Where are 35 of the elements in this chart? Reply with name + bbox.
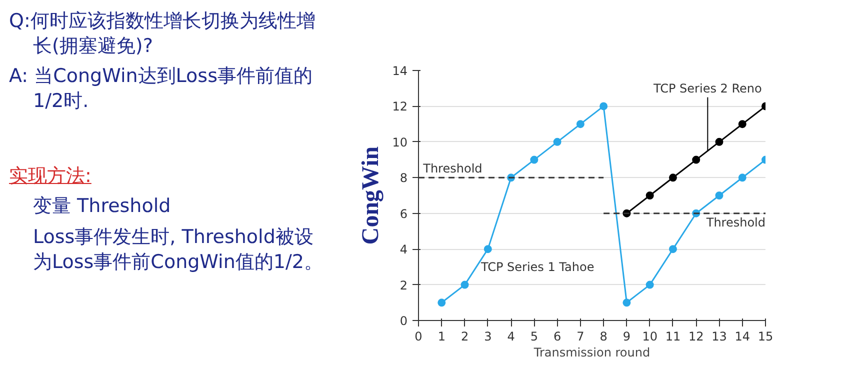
- x-tick-label: 11: [665, 330, 681, 344]
- x-tick-label: 12: [688, 330, 704, 344]
- y-tick-label: 4: [400, 242, 408, 257]
- x-tick-label: 1: [438, 330, 446, 344]
- x-tick-label: 10: [642, 330, 658, 344]
- x-tick-label: 13: [712, 330, 727, 344]
- series-label: Threshold: [705, 215, 766, 230]
- x-tick-label: 9: [622, 330, 631, 344]
- y-tick-label: 6: [400, 206, 408, 221]
- x-tick-label: 15: [758, 330, 774, 344]
- x-tick-label: 2: [460, 330, 469, 344]
- text: 实现方法:: [9, 164, 92, 188]
- series-label: TCP Series 1 Tahoe: [480, 260, 594, 274]
- text: Q:何时应该指数性增长切换为线性增长(拥塞避免)?: [9, 9, 316, 58]
- y-tick-label: 2: [400, 278, 408, 292]
- x-axis-title: Transmission round: [532, 346, 650, 360]
- x-tick-label: 3: [484, 330, 492, 344]
- x-tick-label: 0: [414, 330, 422, 344]
- x-tick-label: 5: [530, 330, 538, 344]
- y-tick-label: 8: [400, 171, 408, 186]
- series-label: Threshold: [422, 162, 482, 176]
- x-tick-label: 6: [553, 330, 562, 344]
- text: Loss事件发生时, Threshold被设为Loss事件前CongWin值的1/2。: [32, 225, 324, 274]
- series-label: TCP Series 2 Reno: [652, 81, 762, 96]
- y-tick-label: 12: [392, 100, 408, 114]
- x-tick-label: 7: [576, 330, 584, 344]
- x-tick-label: 4: [507, 330, 515, 344]
- x-tick-label: 8: [600, 330, 608, 344]
- y-tick-label: 0: [400, 314, 408, 328]
- x-tick-label: 14: [734, 330, 750, 344]
- y-tick-label: 14: [392, 64, 408, 78]
- y-tick-label: 10: [392, 135, 408, 150]
- y-axis-title: CongWin: [358, 146, 384, 245]
- text: 变量 Threshold: [32, 194, 172, 220]
- text: A: 当CongWin达到Loss事件前值的1/2时.: [9, 64, 314, 114]
